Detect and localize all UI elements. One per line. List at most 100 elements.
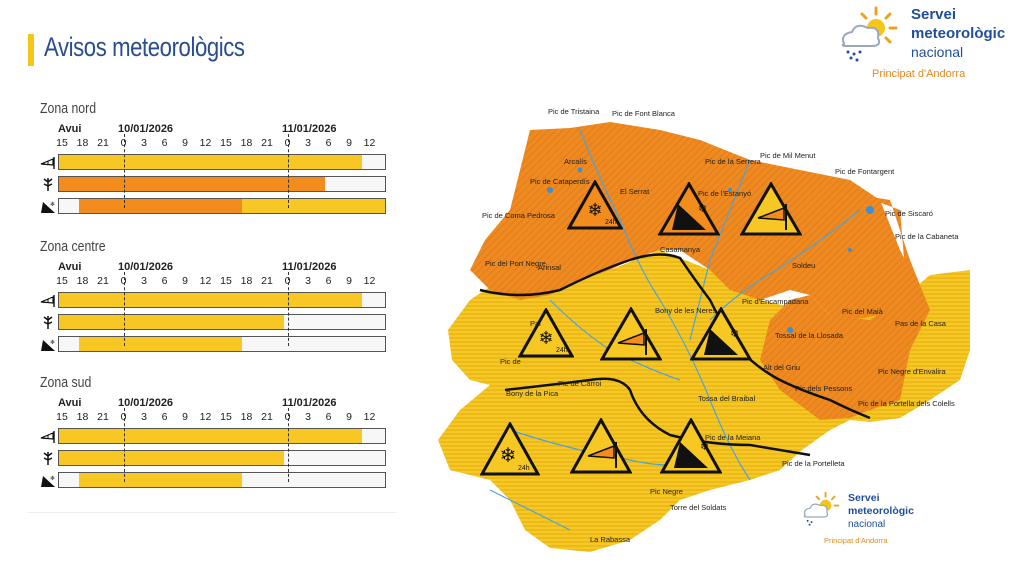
- map-label: Pic de la Cabaneta: [895, 232, 959, 241]
- andorra-warning-map[interactable]: ❄ 24h ❄ ❄ 24h ❄ ❄ 24h ❄ Pic de Tristaina Pi…: [430, 100, 990, 560]
- warning-segment-yellow: [59, 315, 284, 329]
- svg-text:❄: ❄: [698, 203, 707, 215]
- logo-line-4: Principat d'Andorra: [872, 68, 966, 80]
- warning-segment-yellow: [78, 473, 242, 487]
- warning-segment-yellow: [78, 337, 242, 351]
- sun-cloud-icon: [841, 6, 898, 62]
- day-separator: [287, 408, 289, 482]
- hour-tick: 6: [325, 275, 332, 287]
- warning-segment-yellow: [59, 155, 363, 169]
- svg-text:❄: ❄: [50, 339, 55, 346]
- date-label-2: 11/01/2026: [282, 123, 337, 135]
- day-separator: [287, 134, 289, 208]
- map-label: Tossa del Braibal: [698, 394, 756, 403]
- date-header: Avui 10/01/2026 11/01/2026: [40, 397, 390, 411]
- map-label: Pic Negre d'Envalira: [878, 367, 946, 376]
- zone-2: Zona sud Avui 10/01/2026 11/01/2026 15 18 21 0 3…: [40, 374, 390, 490]
- hour-tick: 21: [261, 275, 273, 287]
- warning-bar[interactable]: [58, 154, 386, 170]
- date-header: Avui 10/01/2026 11/01/2026: [40, 123, 390, 137]
- warning-bar[interactable]: [58, 198, 386, 214]
- wind-warning-icon: [570, 418, 632, 474]
- warning-bar[interactable]: [58, 428, 386, 444]
- warning-segment-yellow: [241, 199, 385, 213]
- hour-ticks: 15 18 21 0 3 6 9 12 15 18 21 0 3 6 9 12: [40, 137, 390, 150]
- svg-text:24h: 24h: [556, 347, 568, 354]
- warning-row: [40, 292, 390, 310]
- map-label: Pic de Carroi: [558, 379, 602, 388]
- warning-bar[interactable]: [58, 450, 386, 466]
- map-label: Pic del Port Negre: [485, 259, 546, 268]
- map-label: Pal: [530, 319, 541, 328]
- hour-tick: 21: [261, 137, 273, 149]
- hour-tick: 15: [220, 411, 232, 423]
- logo-line-3: nacional: [848, 519, 886, 530]
- hour-tick: 6: [161, 275, 168, 287]
- hour-tick: 9: [346, 275, 352, 287]
- snow-warning-icon: ❄24h: [518, 308, 574, 358]
- smn-logo[interactable]: Servei meteorològic nacional Principat d…: [836, 4, 1016, 84]
- hour-ticks: 15 18 21 0 3 6 9 12 15 18 21 0 3 6 9 12: [40, 275, 390, 288]
- wind-icon: [40, 428, 56, 444]
- hour-tick: 12: [199, 411, 212, 423]
- warning-row: [40, 428, 390, 446]
- svg-text:❄: ❄: [538, 328, 553, 348]
- avalanche-warning-icon: ❄: [690, 307, 752, 361]
- wind-warning-icon: [600, 307, 662, 361]
- map-label: Pic de Mil Menut: [760, 151, 816, 160]
- date-label-2: 11/01/2026: [282, 397, 337, 409]
- map-label: Pic de la Portelleta: [782, 459, 845, 468]
- avui-label: Avui: [58, 123, 82, 135]
- map-label: Pic Negre: [650, 487, 683, 496]
- map-label: Pic de l'Estanyó: [698, 189, 752, 198]
- hour-tick: 3: [141, 411, 147, 423]
- hour-tick: 6: [161, 411, 168, 423]
- warning-bar[interactable]: [58, 314, 386, 330]
- snow-tree-icon: [40, 450, 56, 466]
- snow-tree-icon: [40, 176, 56, 192]
- logo-line-4: Principat d'Andorra: [824, 536, 888, 545]
- hour-tick: 18: [76, 275, 89, 287]
- map-label: Tossal de la Llosada: [775, 331, 843, 340]
- hour-tick: 18: [76, 137, 89, 149]
- snow-warning-icon: ❄24h: [567, 180, 623, 230]
- map-label: El Serrat: [620, 187, 650, 196]
- map-label: Pic de: [500, 357, 521, 366]
- smn-logo-small: Servei meteorològic nacional Principat d…: [800, 490, 950, 550]
- logo-line-3: nacional: [911, 44, 964, 60]
- avalanche-icon: ❄: [40, 198, 56, 214]
- title-accent-bar: [28, 34, 34, 66]
- map-label: Arinsal: [538, 263, 561, 272]
- wind-warning-icon: [740, 182, 802, 236]
- avalanche-warning-icon: ❄: [658, 182, 720, 236]
- svg-text:❄: ❄: [500, 445, 517, 467]
- hour-tick: 12: [199, 275, 212, 287]
- svg-text:❄: ❄: [700, 441, 709, 453]
- day-separator: [287, 272, 289, 346]
- warning-bar[interactable]: [58, 336, 386, 352]
- warning-bar[interactable]: [58, 472, 386, 488]
- hour-tick: 21: [97, 411, 109, 423]
- map-label: Pas de la Casa: [895, 319, 946, 328]
- map-label: Pic d'Encampadana: [742, 297, 809, 306]
- map-label: Bony de les Neres: [655, 306, 717, 315]
- warning-row: ❄: [40, 336, 390, 354]
- logo-line-2: meteorològic: [911, 25, 1006, 42]
- map-label: Pic de la Portella dels Colells: [858, 399, 955, 408]
- svg-text:24h: 24h: [518, 465, 530, 472]
- date-label-1: 10/01/2026: [118, 123, 174, 135]
- wind-icon: [40, 154, 56, 170]
- svg-text:❄: ❄: [730, 328, 739, 340]
- hour-tick: 15: [56, 137, 68, 149]
- warning-segment-yellow: [59, 451, 284, 465]
- map-label: Casamanya: [660, 245, 701, 254]
- warning-bar[interactable]: [58, 292, 386, 308]
- avui-label: Avui: [58, 261, 82, 273]
- zone-0: Zona nord Avui 10/01/2026 11/01/2026 15 18 21 0…: [40, 100, 390, 216]
- warning-bar[interactable]: [58, 176, 386, 192]
- hour-tick: 21: [261, 411, 273, 423]
- map-label: Pic de Coma Pedrosa: [482, 211, 555, 220]
- snow-tree-icon: [40, 314, 56, 330]
- svg-text:❄: ❄: [50, 201, 55, 208]
- hour-tick: 18: [240, 137, 253, 149]
